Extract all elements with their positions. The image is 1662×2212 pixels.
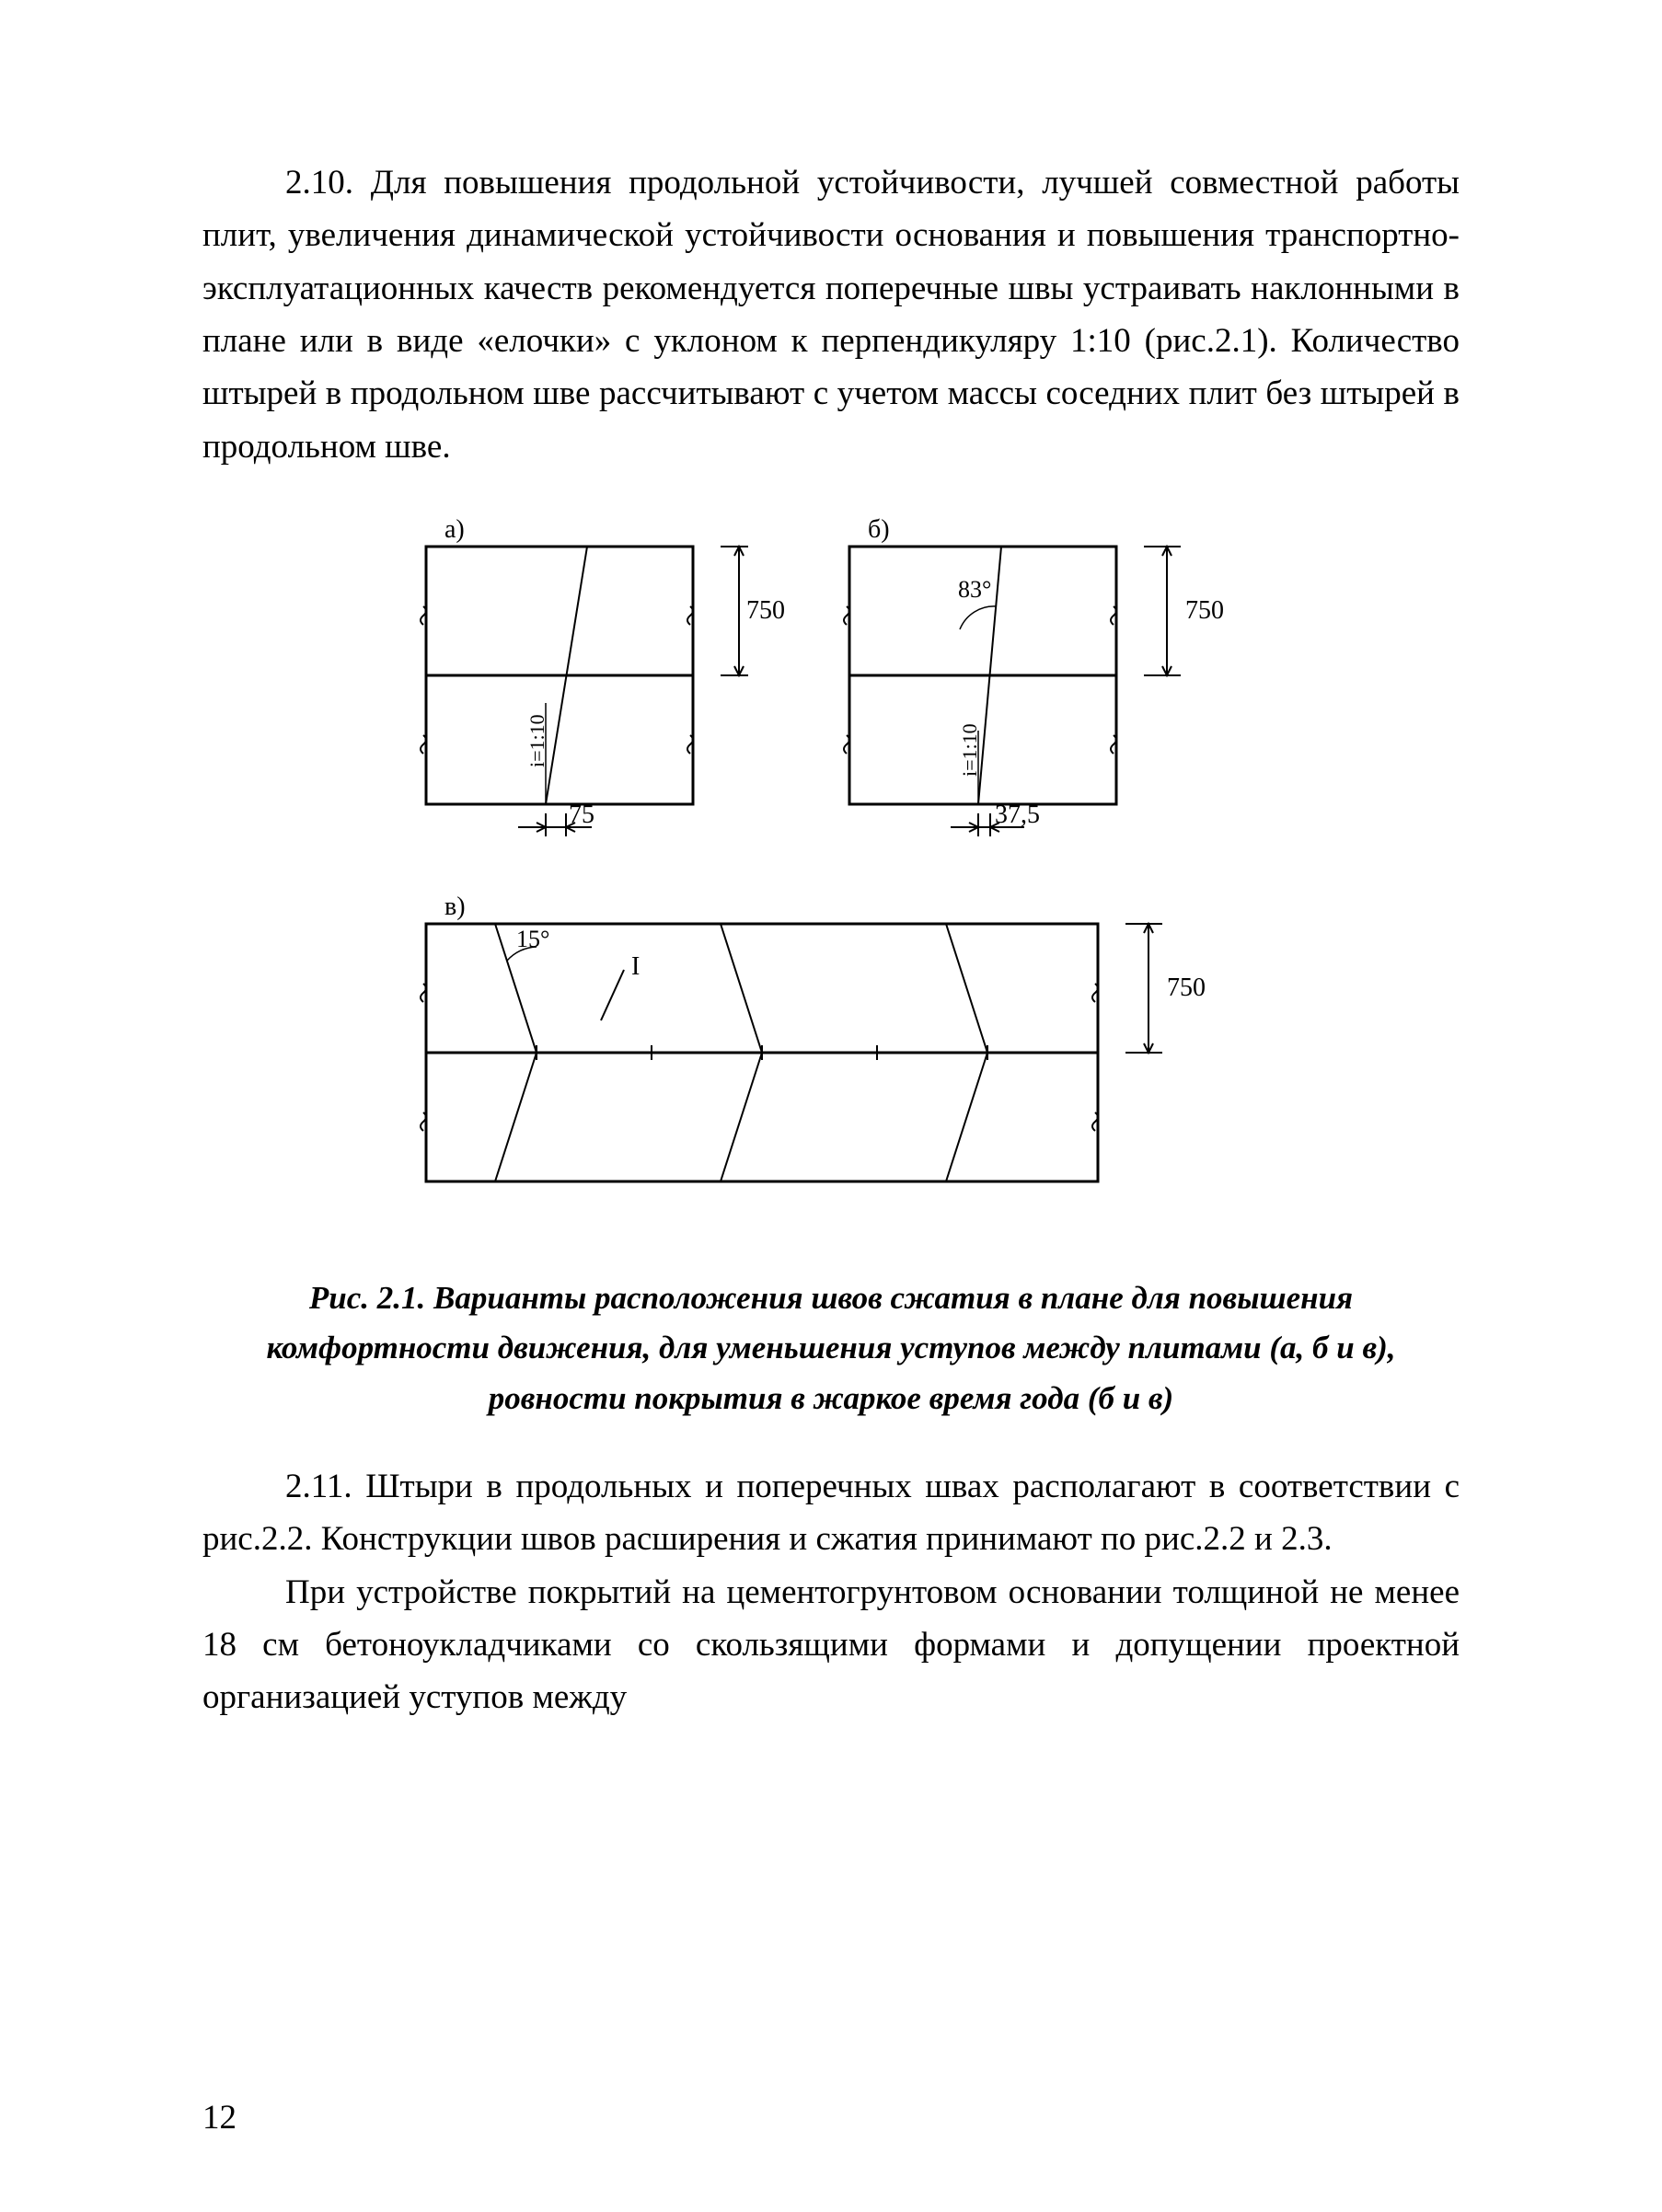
paragraph-2-11: 2.11. Штыри в продольных и поперечных шв… [202, 1460, 1460, 1566]
panel-a: а) i=1:10 750 [421, 515, 785, 836]
panel-a-slope: i=1:10 [525, 714, 548, 767]
panel-v-label: в) [444, 893, 466, 921]
figure-2-1-caption: Рис. 2.1. Варианты расположения швов сжа… [258, 1273, 1404, 1423]
panel-b-dim-right: 750 [1185, 596, 1224, 625]
paragraph-continuation: При устройстве покрытий на цементогрунто… [202, 1566, 1460, 1724]
panel-v-mark: I [631, 952, 640, 981]
panel-v-angle: 15° [516, 926, 549, 952]
panel-v: в) 15° I [421, 893, 1206, 1181]
panel-a-dim-right: 750 [746, 596, 785, 625]
figure-2-1-svg: а) i=1:10 750 [371, 501, 1291, 1237]
paragraph-2-10: 2.10. Для повышения продольной устойчиво… [202, 156, 1460, 473]
panel-a-dim-bottom: 75 [569, 801, 594, 829]
figure-2-1: а) i=1:10 750 [202, 501, 1460, 1237]
panel-b-dim-bottom: 37,5 [995, 801, 1040, 829]
panel-b-label: б) [868, 515, 890, 544]
panel-b: б) i=1:10 83° 75 [844, 515, 1224, 836]
page-number: 12 [202, 2098, 237, 2137]
panel-b-slope: i=1:10 [958, 723, 981, 777]
panel-v-dim-right: 750 [1167, 974, 1206, 1002]
panel-b-angle: 83° [958, 576, 991, 603]
panel-a-label: а) [444, 515, 465, 544]
